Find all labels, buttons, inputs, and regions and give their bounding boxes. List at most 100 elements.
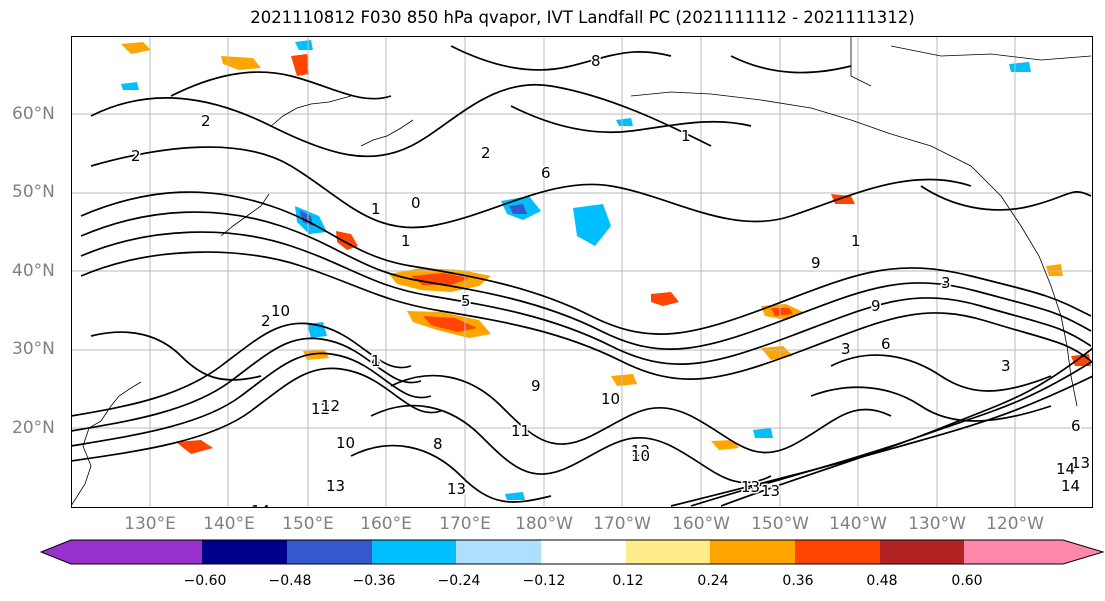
colorbar-segment: [710, 540, 795, 564]
map-background: [71, 36, 1093, 508]
colorbar-tick-label: 0.60: [951, 573, 983, 589]
lat-label: 40°N: [12, 261, 55, 281]
map-panel[interactable]: 2201268101210813141213241013141311115939…: [71, 36, 1093, 508]
colorbar-extend-low: [41, 540, 71, 564]
contour-label: 9: [871, 297, 881, 315]
contour-label: 14: [251, 502, 270, 508]
contour-label: 6: [1071, 417, 1081, 435]
colorbar-segment: [287, 540, 372, 564]
lon-label: 150°E: [282, 514, 334, 534]
colorbar-segment: [456, 540, 541, 564]
colorbar-tick-label: −0.24: [437, 573, 481, 589]
contour-label: 3: [941, 274, 951, 292]
colorbar-segment: [964, 540, 1063, 564]
contour-label: 10: [631, 447, 650, 465]
colorbar: [40, 539, 1105, 565]
anomaly-positive: [221, 56, 261, 70]
contour-label: 12: [311, 400, 330, 418]
contour-label: 2: [131, 147, 141, 165]
colorbar-tick-label: 0.48: [866, 573, 898, 589]
colorbar-extend-high: [1063, 540, 1103, 564]
colorbar-tick-label: 0.12: [612, 573, 644, 589]
anomaly-positive: [651, 292, 679, 306]
contour-label: 13: [447, 480, 466, 498]
lon-label: 140°W: [829, 514, 887, 534]
colorbar-segment: [626, 540, 710, 564]
lat-label: 30°N: [12, 339, 55, 359]
colorbar-tick-label: 0.24: [697, 573, 729, 589]
contour-label: 13: [761, 482, 780, 500]
contour-label: 13: [741, 478, 760, 496]
anomaly-positive: [711, 440, 739, 450]
contour-label: 4: [371, 352, 381, 370]
contour-label: 5: [461, 292, 471, 310]
contour-label: 10: [271, 302, 290, 320]
lon-label: 150°W: [751, 514, 809, 534]
anomaly-negative: [121, 82, 139, 90]
contour-label: 14: [1056, 460, 1075, 478]
lon-label: 140°E: [203, 514, 255, 534]
anomaly-positive: [611, 374, 637, 386]
anomaly-positive: [423, 316, 477, 332]
contour-label: 13: [1071, 454, 1090, 472]
contour-label: 6: [541, 164, 551, 182]
anomaly-positive: [291, 54, 309, 76]
contour-label: 1: [371, 352, 381, 370]
contour-labels: 2201268101210813141213241013141311115939…: [130, 51, 1092, 509]
lon-label: 160°E: [360, 514, 412, 534]
contour-label: 8: [433, 435, 443, 453]
contour-label: 3: [1001, 357, 1011, 375]
anomaly-negative: [505, 492, 525, 500]
coastlines: [71, 36, 1092, 507]
anomaly-positive: [121, 42, 151, 54]
contour-label: 1: [371, 200, 381, 218]
contour-label: 2: [201, 112, 211, 130]
anomaly-negative: [573, 204, 611, 246]
colorbar-segment: [541, 540, 626, 564]
lat-label: 20°N: [12, 418, 55, 438]
ivt-contours: [71, 45, 1093, 507]
contour-label: 11: [511, 422, 530, 440]
contour-label: 10: [601, 390, 620, 408]
colorbar-tick-label: −0.60: [183, 573, 227, 589]
graticule: [71, 36, 1093, 508]
lon-label: 160°W: [672, 514, 730, 534]
contour-label: 9: [811, 254, 821, 272]
contour-label: 1: [681, 127, 691, 145]
contour-label: 6: [881, 335, 891, 353]
contour-label: 1: [401, 232, 411, 250]
lat-label: 50°N: [12, 182, 55, 202]
contour-label: 9: [531, 377, 541, 395]
contour-label: 1: [851, 232, 861, 250]
lon-label: 170°W: [593, 514, 651, 534]
colorbar-outline: [40, 539, 1105, 565]
anomaly-negative: [616, 118, 633, 126]
colorbar-segment: [795, 540, 880, 564]
colorbar-segment: [202, 540, 287, 564]
contour-label: 12: [631, 442, 650, 460]
contour-label: 0: [411, 194, 421, 212]
contour-label: 2: [481, 144, 491, 162]
lat-label: 60°N: [12, 104, 55, 124]
colorbar-segment: [71, 540, 202, 564]
anomaly-positive: [771, 308, 793, 316]
anomaly-positive: [1046, 264, 1063, 276]
anomaly-positive: [176, 440, 213, 454]
contour-label: 10: [336, 434, 355, 452]
lon-label: 130°W: [908, 514, 966, 534]
lon-label: 120°W: [986, 514, 1044, 534]
colorbar-tick-label: −0.36: [352, 573, 396, 589]
colorbar-tick-label: −0.48: [268, 573, 312, 589]
contour-label: 13: [326, 477, 345, 495]
contour-label: 12: [321, 397, 340, 415]
lon-label: 170°E: [439, 514, 491, 534]
anomaly-positive: [303, 350, 329, 360]
anomaly-negative: [753, 428, 773, 438]
contour-label: 3: [841, 340, 851, 358]
lon-label: 130°E: [124, 514, 176, 534]
contour-label: 14: [1061, 477, 1080, 495]
lon-label: 180°W: [515, 514, 573, 534]
colorbar-segment: [880, 540, 964, 564]
map-frame: [71, 36, 1093, 508]
map-title: 2021110812 F030 850 hPa qvapor, IVT Land…: [250, 8, 915, 27]
